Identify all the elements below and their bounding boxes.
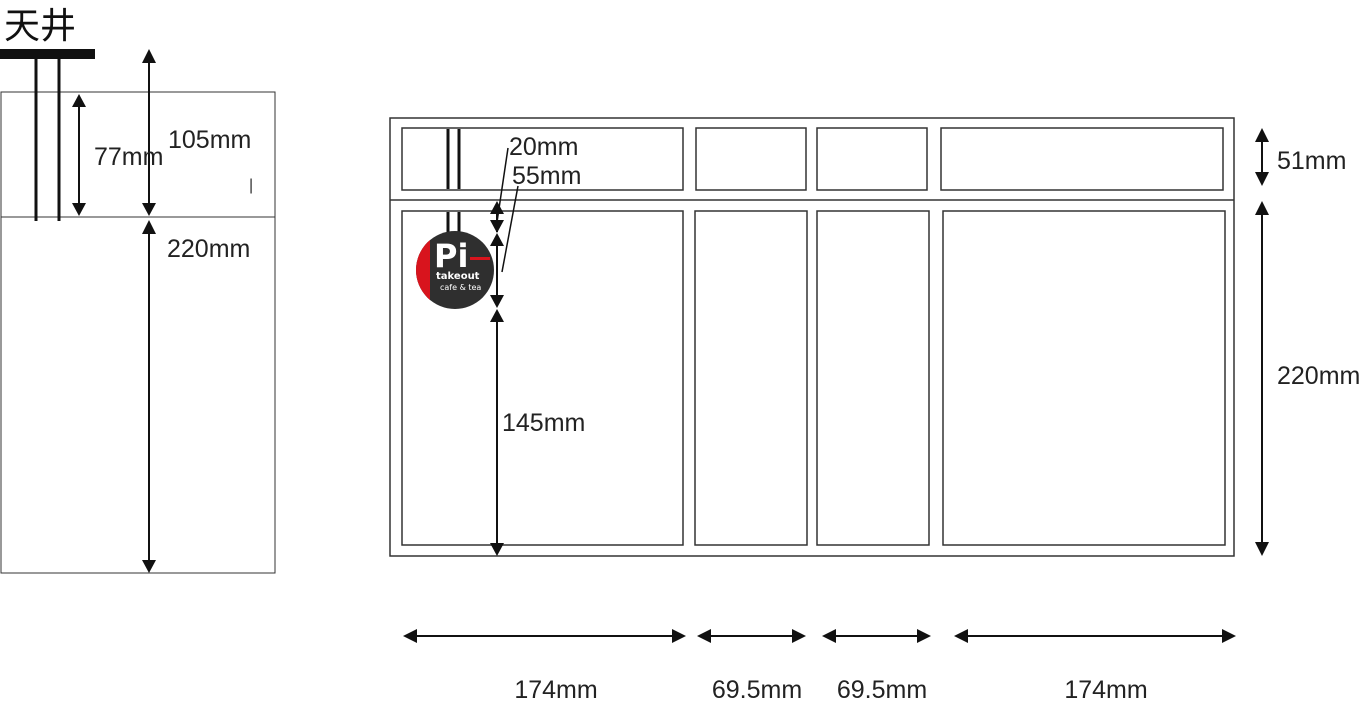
- logo-letters: Pi: [434, 237, 468, 275]
- dim-label-55: 55mm: [512, 162, 581, 190]
- dim-label-side-220: 220mm: [167, 235, 250, 263]
- ceiling-bar: [0, 49, 95, 59]
- width-arrow-4: [954, 629, 1236, 643]
- leader-line-20: [496, 147, 509, 223]
- dim-label-front-220: 220mm: [1277, 362, 1360, 390]
- bottom-box-4: [942, 210, 1226, 546]
- front-view: Pi takeout cafe & tea 20mm 55mm 145mm: [389, 117, 1360, 704]
- logo-disc: [416, 231, 494, 309]
- dim-label-51: 51mm: [1277, 147, 1346, 175]
- dim-arrow-145: [490, 309, 504, 556]
- dim-arrow-77: [72, 94, 86, 216]
- dim-arrow-105: [142, 49, 156, 216]
- width-label-3: 69.5mm: [837, 676, 927, 704]
- top-box-2: [695, 127, 807, 191]
- bottom-box-3: [816, 210, 930, 546]
- logo-line-2: cafe & tea: [440, 283, 481, 292]
- dim-arrow-front-220: [1255, 201, 1269, 556]
- width-arrow-1: [403, 629, 686, 643]
- top-box-4: [940, 127, 1224, 191]
- dim-arrow-side-220: [142, 220, 156, 573]
- dim-arrow-51: [1255, 128, 1269, 186]
- stray-mark: |: [249, 177, 253, 194]
- width-label-1: 174mm: [514, 676, 597, 704]
- side-view: 天井 77mm 105mm 220mm |: [0, 6, 276, 574]
- width-label-4: 174mm: [1064, 676, 1147, 704]
- logo-red-band: [416, 231, 430, 309]
- top-box-3: [816, 127, 928, 191]
- dim-arrow-55: [490, 233, 504, 308]
- leader-line-55: [501, 185, 519, 273]
- width-label-2: 69.5mm: [712, 676, 802, 704]
- side-panel-outline: [0, 91, 276, 574]
- top-box-1: [401, 127, 684, 191]
- width-arrow-3: [822, 629, 931, 643]
- dim-label-77: 77mm: [94, 143, 163, 171]
- width-arrow-2: [697, 629, 806, 643]
- bottom-box-2: [694, 210, 808, 546]
- pi-logo: Pi takeout cafe & tea: [416, 231, 494, 309]
- bottom-box-1: [401, 210, 684, 546]
- logo-red-stripe: [470, 257, 490, 260]
- dim-label-20: 20mm: [509, 133, 578, 161]
- ceiling-label: 天井: [4, 6, 76, 47]
- logo-line-1: takeout: [436, 271, 480, 282]
- front-panel-outline: [389, 117, 1235, 557]
- dim-label-105: 105mm: [168, 126, 251, 154]
- dim-label-145: 145mm: [502, 409, 585, 437]
